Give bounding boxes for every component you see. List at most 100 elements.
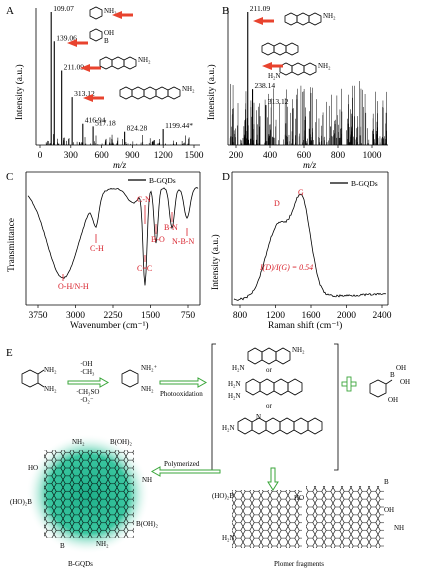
ftir-annotations: O-H/N-H C-H C-N C=C B-O B-N N-B-N [58, 195, 194, 291]
gqd-nh2-1: NH₂ [72, 438, 85, 446]
ms-a-chem-b: B [104, 37, 109, 45]
ba-oh-3: OH [388, 396, 398, 404]
frag-hob: (HO)₂B [212, 492, 234, 500]
ms-a-chem-nh2-2: NH₂ [138, 56, 151, 64]
panel-b-letter: B [222, 5, 229, 17]
ftir-tick-label: 3000 [66, 311, 85, 321]
ms-a-peak-label: 211.09 [64, 63, 85, 72]
ftir-tick-label: 3750 [29, 311, 48, 321]
scheme-arrow-4: Polymerized [150, 460, 221, 477]
ba-oh-1: OH [396, 364, 406, 372]
olig2-h2n-1: H₂N [228, 380, 241, 388]
raman-x-ticks: 800 1200 1600 2000 2400 [233, 305, 392, 321]
gqd-nh2-2: NH₂ [96, 540, 109, 548]
frag-h2n: H₂N [222, 534, 235, 542]
ms-a-peak-label: 416.94 [85, 116, 106, 125]
ms-b-structures: NH₂ NH₂ H₂N [261, 12, 336, 80]
ms-b-arrows [253, 17, 283, 70]
raman-d-label: D [274, 199, 280, 208]
ftir-tick-label: 1500 [141, 311, 160, 321]
ms-b-x-ticks: 200 400 600 800 1000 [229, 145, 382, 161]
ftir-ann-nbn: N-B-N [172, 237, 194, 246]
raman-tick-label: 800 [233, 311, 248, 321]
ftir-ann-oh: O-H/N-H [58, 282, 89, 291]
ms-a-tick-label: 1500 [185, 151, 204, 161]
ms-b-chem-nh2-2: NH₂ [318, 62, 331, 70]
ftir-tick-label: 2250 [104, 311, 123, 321]
raman-ratio: I(D)/I(G) = 0.54 [259, 263, 313, 272]
scheme-photo: Photooxidation [160, 390, 203, 398]
ms-b-tick-label: 1000 [363, 151, 382, 161]
ms-a-chem-nh2-3: NH₂ [182, 85, 195, 93]
olig-or-1: or [266, 366, 273, 374]
ms-a-chem-oh: OH [104, 29, 114, 37]
ms-a-peak-label: 824.28 [127, 124, 148, 133]
scheme-arrow-3 [267, 467, 279, 491]
scheme-intermediate: NH₂⁺ NH₂ [121, 364, 158, 393]
scheme-inter-nh2: NH₂ [141, 385, 154, 393]
ms-a-tick-label: 1200 [154, 151, 173, 161]
ms-b-peak-labels: 211.09 238.14 313.12 [250, 4, 289, 106]
olig1-nh2: NH₂ [292, 346, 305, 354]
frag-oh: OH [384, 506, 394, 514]
raman-tick-label: 1600 [302, 311, 321, 321]
ftir-ylabel: Transmittance [7, 218, 17, 272]
ms-a-peak-label: 1199.44* [165, 121, 193, 130]
ms-a-ylabel: Intensity (a.u.) [14, 64, 25, 120]
ms-b-chem-h2n: H₂N [268, 72, 281, 80]
ms-b-ylabel: Intensity (a.u.) [206, 64, 217, 120]
ftir-ann-cn: C-N [137, 195, 151, 204]
ms-a-chem-nh2-1: NH₂ [104, 7, 117, 15]
gqd-ho: HO [28, 464, 38, 472]
raman-curve [233, 193, 387, 301]
scheme-ch3so: ·CH₃SO [76, 388, 99, 396]
olig1-h2n: H₂N [232, 364, 245, 372]
panel-c-letter: C [6, 171, 13, 183]
ms-a-peak-label: 313.12 [74, 89, 95, 98]
ms-b-chem-nh2-1: NH₂ [323, 12, 336, 20]
scheme-plus [341, 376, 357, 392]
scheme-polymerized: Polymerized [164, 460, 200, 468]
raman-tick-label: 1200 [266, 311, 285, 321]
scheme-opd-nh2-2: NH₂ [44, 385, 57, 393]
panel-b: B Intensity (a.u.) m/z 200 400 600 800 1000 … [206, 4, 389, 171]
frag-hob-2: HO [294, 494, 304, 502]
ms-a-xlabel: m/z [113, 161, 127, 171]
ms-a-x-ticks: 0 300 600 900 1200 1500 [38, 145, 204, 161]
scheme-opd-nh2-1: NH₂ [44, 366, 57, 374]
panel-a: A Intensity (a.u.) m/z 0 300 600 900 1200 150… [6, 4, 204, 171]
ms-a-spectrum [45, 12, 190, 145]
raman-tick-label: 2000 [337, 311, 356, 321]
gqd-label: B-GQDs [68, 560, 93, 568]
scheme-inter-nh2plus: NH₂⁺ [141, 364, 158, 372]
ms-b-peak-label: 211.09 [250, 4, 271, 13]
raman-g-label: G [298, 188, 304, 197]
ftir-ann-cc: C=C [137, 264, 152, 273]
ftir-tick-label: 750 [181, 311, 196, 321]
ms-a-peak-label: 139.06 [56, 33, 77, 42]
frag-b: B [384, 478, 389, 486]
scheme-fragments: (HO)₂B H₂N HO OH NH B Plomer fragments [212, 478, 404, 568]
ba-oh-2: OH [400, 378, 410, 386]
ms-a-structures: NH₂ OH B NH₂ NH₂ [89, 6, 195, 100]
ms-b-tick-label: 400 [263, 151, 278, 161]
scheme-ch3: ·CH₃ [80, 368, 95, 376]
gqd-bohb-1: B(OH)₂ [110, 438, 132, 446]
ms-b-tick-label: 800 [331, 151, 346, 161]
raman-legend: B-GQDs [351, 179, 378, 188]
panel-a-letter: A [6, 5, 14, 17]
raman-xlabel: Raman shift (cm⁻¹) [268, 320, 342, 331]
ms-b-peak-label: 313.12 [268, 97, 289, 106]
ftir-xlabel: Wavenumber (cm⁻¹) [70, 320, 149, 331]
ftir-x-ticks: 3750 3000 2250 1500 750 [29, 305, 196, 321]
ms-a-peak-label: 517.18 [95, 118, 116, 127]
ms-a-tick-label: 600 [94, 151, 109, 161]
ms-a-peak-label: 109.07 [53, 4, 74, 13]
panel-d-letter: D [222, 171, 230, 183]
scheme-opd: NH₂ NH₂ [21, 366, 57, 393]
panel-d: D Intensity (a.u.) Raman shift (cm⁻¹) 80… [210, 171, 392, 331]
scheme-arrow-2 [159, 377, 208, 388]
scheme-oligomers: NH₂ H₂N or H₂N H₂N or H₂N N [211, 343, 339, 471]
frag-nh: NH [394, 524, 404, 532]
